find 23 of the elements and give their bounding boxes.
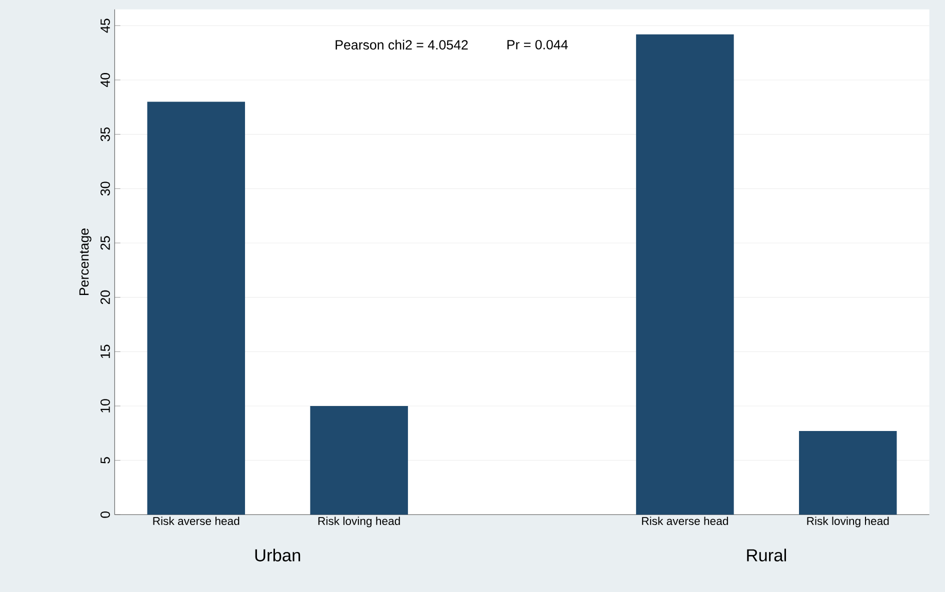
y-tick-label: 5 — [100, 457, 110, 464]
y-tick-label: 35 — [100, 127, 110, 142]
y-tick-label: 40 — [100, 73, 110, 88]
x-tick-label: Risk averse head — [153, 516, 240, 526]
x-tick-label: Risk averse head — [642, 516, 728, 526]
text: Rural — [747, 548, 786, 562]
annotation: Pearson chi2 = 4.0542 — [336, 40, 468, 50]
y-tick-label: 0 — [100, 511, 110, 518]
x-tick-label: Risk loving head — [318, 516, 400, 528]
x-tick-label: Risk loving head — [807, 516, 889, 528]
bar — [147, 102, 246, 515]
bar — [799, 430, 897, 515]
y-axis-title: Percentage — [79, 228, 92, 296]
y-tick-label: 15 — [100, 344, 110, 358]
y-tick-label: 20 — [100, 290, 110, 304]
bar — [310, 406, 408, 515]
y-tick-label: 45 — [100, 18, 110, 33]
text: Urban — [255, 548, 300, 562]
annotation: Pr = 0.044 — [507, 40, 568, 50]
y-tick-label: 25 — [100, 236, 110, 250]
y-tick-label: 30 — [100, 182, 110, 196]
bar — [636, 34, 734, 515]
y-tick-label: 10 — [100, 399, 110, 412]
